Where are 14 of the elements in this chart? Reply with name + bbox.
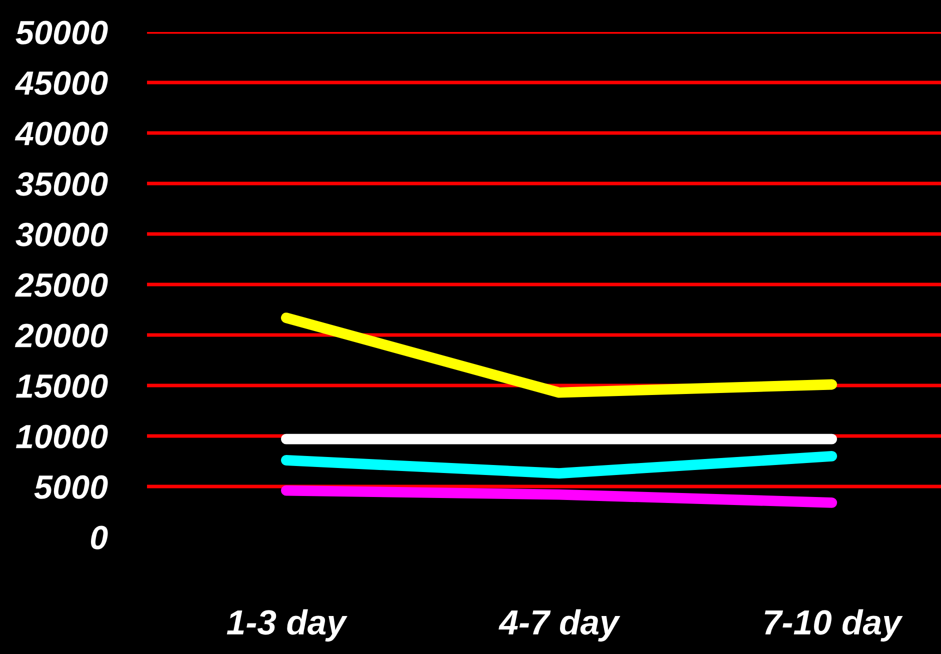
y-tick-label: 30000 bbox=[16, 222, 108, 246]
x-tick-label: 7-10 day bbox=[764, 609, 903, 642]
y-tick-label: 10000 bbox=[16, 424, 108, 448]
y-tick-label: 35000 bbox=[16, 172, 108, 196]
y-tick-label: 20000 bbox=[14, 324, 108, 348]
y-tick-label: 50000 bbox=[16, 20, 108, 44]
x-tick-label: 4-7 day bbox=[498, 609, 620, 642]
y-tick-label: 25000 bbox=[14, 273, 108, 297]
y-tick-label: 0 bbox=[90, 526, 108, 550]
y-tick-label: 45000 bbox=[14, 71, 108, 95]
y-tick-label: 15000 bbox=[16, 374, 108, 398]
y-tick-label: 5000 bbox=[34, 475, 108, 499]
x-tick-label: 1-3 day bbox=[226, 609, 348, 642]
y-tick-label: 40000 bbox=[14, 122, 108, 146]
